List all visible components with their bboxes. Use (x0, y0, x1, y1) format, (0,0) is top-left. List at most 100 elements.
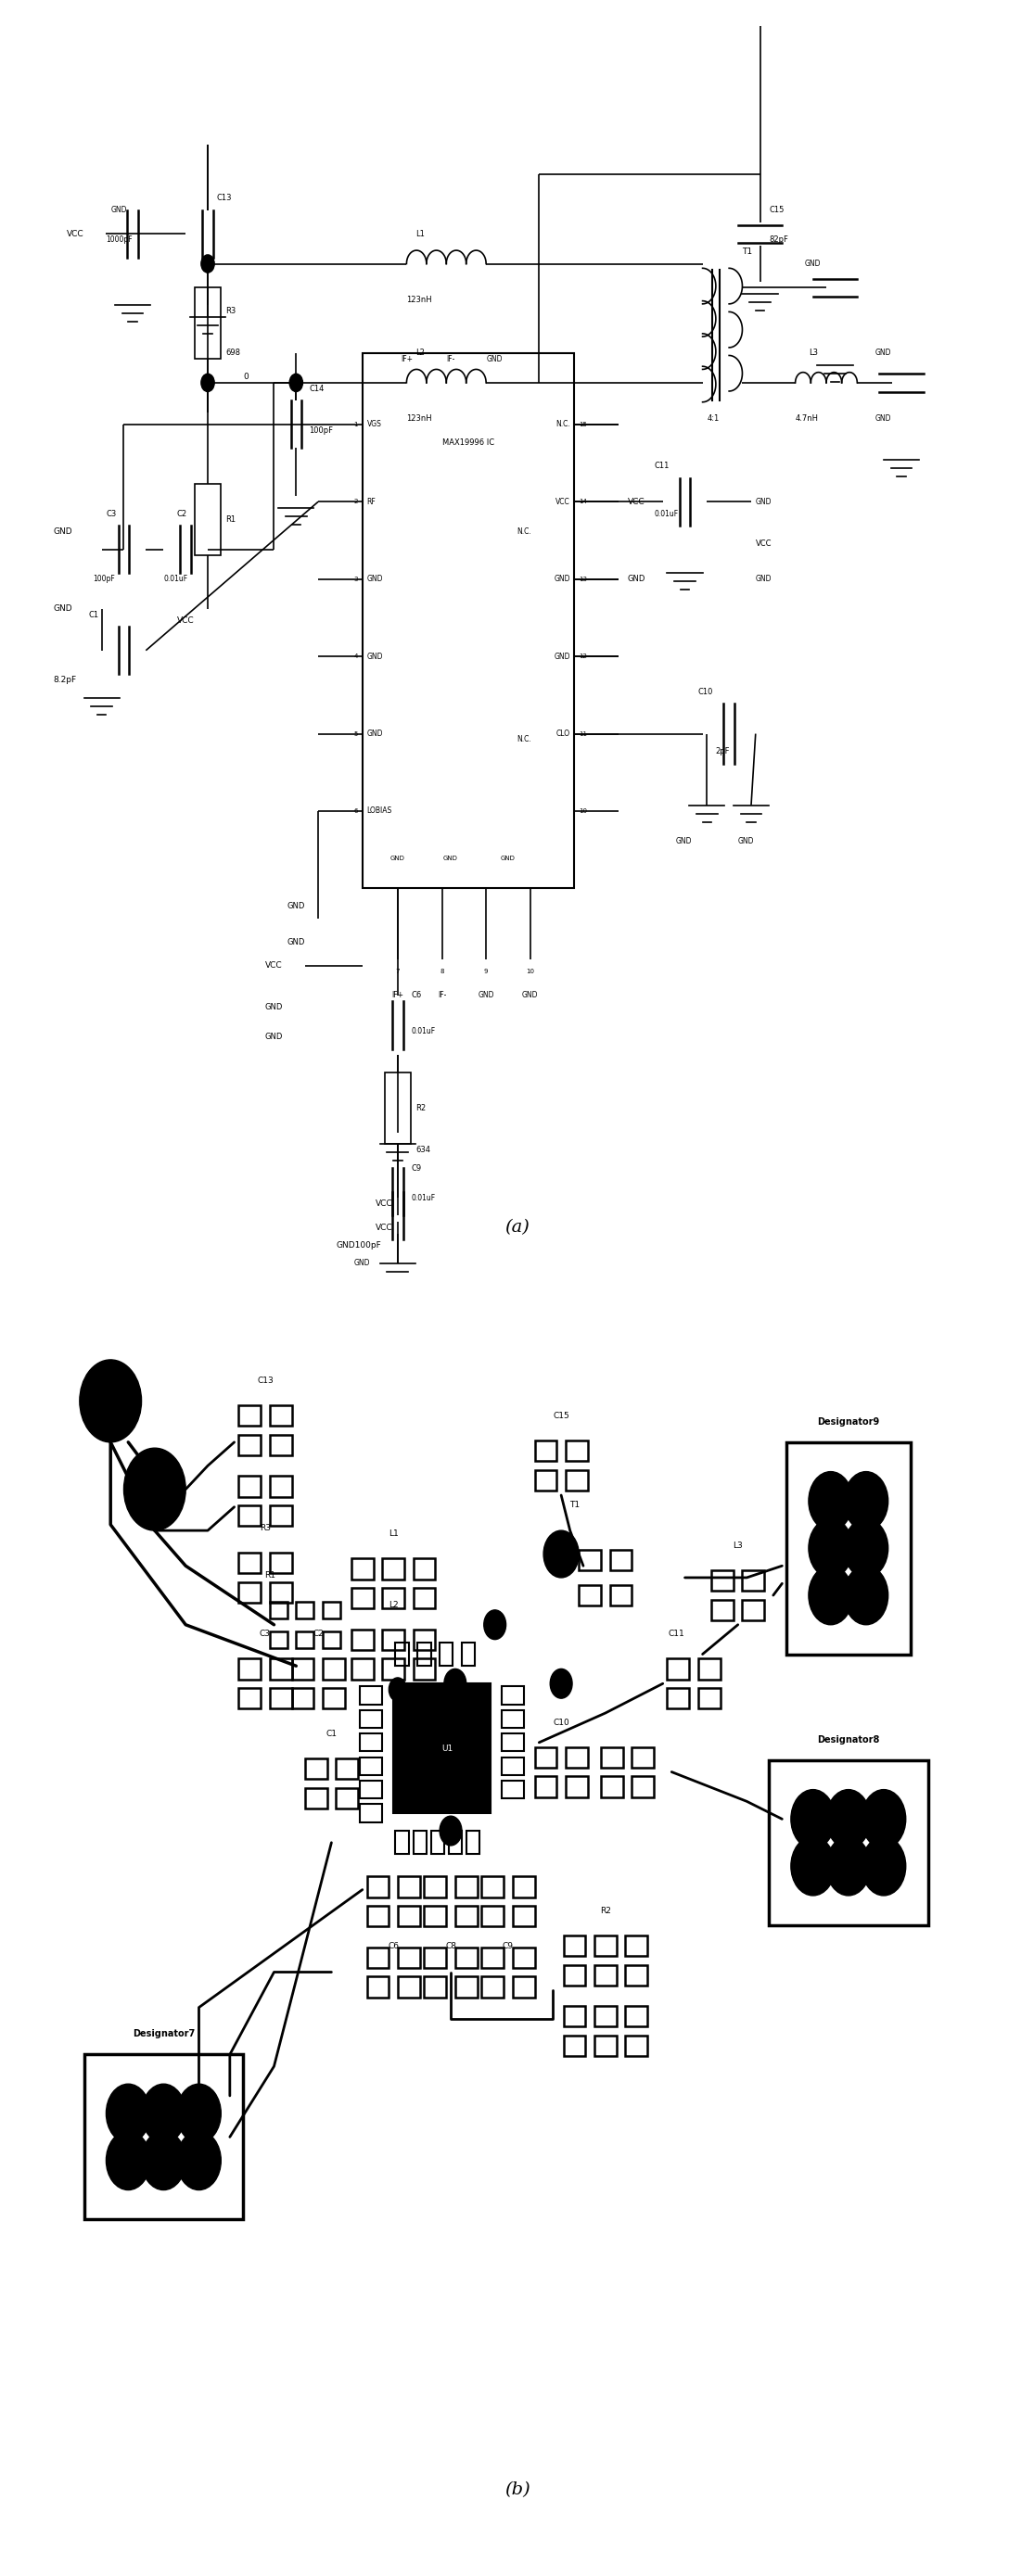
Text: 0.01uF: 0.01uF (410, 1028, 435, 1036)
Circle shape (809, 1566, 853, 1625)
Text: 1: 1 (354, 422, 358, 428)
Text: RF: RF (367, 497, 375, 505)
Text: C15: C15 (769, 206, 784, 214)
Bar (305, 1788, 327, 1808)
Text: GND: GND (522, 992, 539, 999)
Text: 8.2pF: 8.2pF (53, 675, 77, 685)
Bar (501, 1710, 523, 1728)
Bar (424, 1875, 447, 1896)
Bar (270, 1553, 292, 1574)
Bar (270, 1406, 292, 1427)
Bar (352, 1587, 373, 1607)
Bar (667, 1659, 690, 1680)
Text: GND: GND (628, 574, 645, 582)
Bar (742, 1571, 764, 1592)
Text: 100pF: 100pF (309, 425, 334, 435)
Text: IF-: IF- (447, 355, 455, 363)
Circle shape (826, 1790, 871, 1850)
Text: GND: GND (367, 652, 383, 659)
Text: R1: R1 (264, 1571, 275, 1579)
Circle shape (826, 1837, 871, 1896)
Text: 3: 3 (354, 577, 358, 582)
Bar (455, 1875, 478, 1896)
Bar (194, 484, 221, 556)
Bar (336, 1759, 358, 1780)
Text: C15: C15 (553, 1412, 570, 1419)
Bar (787, 1443, 910, 1654)
Text: IF+: IF+ (392, 992, 403, 999)
Text: C2: C2 (177, 510, 187, 518)
Bar (482, 1906, 504, 1927)
Bar (462, 1643, 475, 1667)
Text: U1: U1 (442, 1744, 453, 1752)
Text: C3: C3 (107, 510, 117, 518)
Text: GND: GND (367, 729, 383, 737)
Circle shape (861, 1790, 906, 1850)
Bar (595, 2007, 616, 2027)
Bar (439, 1643, 453, 1667)
Circle shape (177, 2084, 221, 2143)
Text: C9: C9 (503, 1942, 514, 1950)
Bar (626, 1935, 647, 1955)
Text: Designator9: Designator9 (817, 1417, 880, 1427)
Bar (482, 1947, 504, 1968)
Text: 634: 634 (416, 1146, 430, 1154)
Text: 6: 6 (354, 809, 358, 814)
Bar (296, 1602, 313, 1618)
Bar (632, 1747, 653, 1767)
Bar (501, 1757, 523, 1775)
Text: VCC: VCC (555, 497, 570, 505)
Bar (239, 1659, 261, 1680)
Bar (360, 1734, 383, 1752)
Text: (b): (b) (505, 2481, 529, 2499)
Bar (385, 1072, 410, 1144)
Text: C9: C9 (410, 1164, 421, 1172)
Bar (414, 1832, 426, 1855)
Circle shape (809, 1520, 853, 1577)
Circle shape (80, 1360, 142, 1443)
Text: GND: GND (53, 605, 72, 613)
Circle shape (142, 2130, 186, 2190)
Bar (424, 1947, 447, 1968)
Bar (566, 1471, 587, 1492)
Text: GND: GND (875, 348, 891, 358)
Text: GND: GND (287, 938, 305, 945)
Bar (398, 1947, 420, 1968)
Bar (711, 1571, 733, 1592)
Bar (626, 2035, 647, 2056)
Circle shape (550, 1669, 572, 1698)
Circle shape (844, 1566, 888, 1625)
Circle shape (290, 374, 303, 392)
Bar (501, 1734, 523, 1752)
Bar (601, 1777, 624, 1798)
Circle shape (484, 1610, 506, 1638)
Text: IF+: IF+ (400, 355, 413, 363)
Text: C10: C10 (698, 688, 713, 696)
Bar (431, 1832, 445, 1855)
Text: T1: T1 (742, 247, 753, 255)
Bar (455, 1976, 478, 1996)
Text: IF-: IF- (437, 992, 447, 999)
Text: C3: C3 (260, 1631, 271, 1638)
Bar (610, 1551, 632, 1571)
Circle shape (201, 255, 214, 273)
Bar (323, 1687, 344, 1708)
Circle shape (444, 1669, 466, 1698)
Bar (239, 1582, 261, 1602)
Text: GND: GND (354, 1260, 370, 1267)
Text: R2: R2 (600, 1906, 611, 1914)
Bar (360, 1803, 383, 1821)
Text: VCC: VCC (66, 229, 84, 237)
Bar (698, 1659, 721, 1680)
Circle shape (544, 1530, 579, 1577)
Bar (336, 1788, 358, 1808)
Bar (501, 1780, 523, 1798)
Bar (383, 1587, 404, 1607)
Bar (270, 1435, 292, 1455)
Bar (398, 1976, 420, 1996)
Bar (566, 1777, 587, 1798)
Bar (535, 1440, 556, 1461)
Bar (455, 1906, 478, 1927)
Bar (239, 1687, 261, 1708)
Text: GND: GND (265, 1002, 283, 1012)
